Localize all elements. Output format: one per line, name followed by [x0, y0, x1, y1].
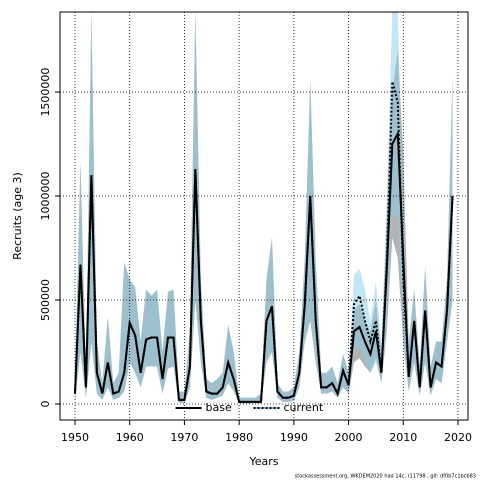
y-tick-label: 0: [39, 400, 52, 407]
x-tick-label: 2010: [389, 431, 417, 444]
legend-label: base: [206, 401, 232, 414]
x-tick-label: 2000: [335, 431, 363, 444]
x-tick-label: 1950: [61, 431, 89, 444]
lines: [73, 81, 454, 403]
y-tick-label: 1000000: [39, 172, 52, 221]
x-tick-label: 2020: [444, 431, 472, 444]
series-line: [73, 129, 454, 403]
plot-frame: [59, 11, 469, 421]
x-tick-label: 1960: [116, 431, 144, 444]
x-tick-label: 1970: [170, 431, 198, 444]
x-tick-label: 1990: [280, 431, 308, 444]
y-axis-label: Recruits (age 3): [11, 172, 24, 260]
x-axis-label: Years: [248, 455, 278, 468]
legend-label: current: [284, 401, 324, 414]
bands: [74, 12, 453, 404]
y-tick-label: 500000: [39, 279, 52, 321]
confidence-band: [74, 12, 453, 404]
y-tick-label: 1500000: [39, 68, 52, 117]
footnote: stockassessment.org, WKDEM2020 had 14c, …: [295, 474, 476, 480]
x-tick-label: 1980: [225, 431, 253, 444]
